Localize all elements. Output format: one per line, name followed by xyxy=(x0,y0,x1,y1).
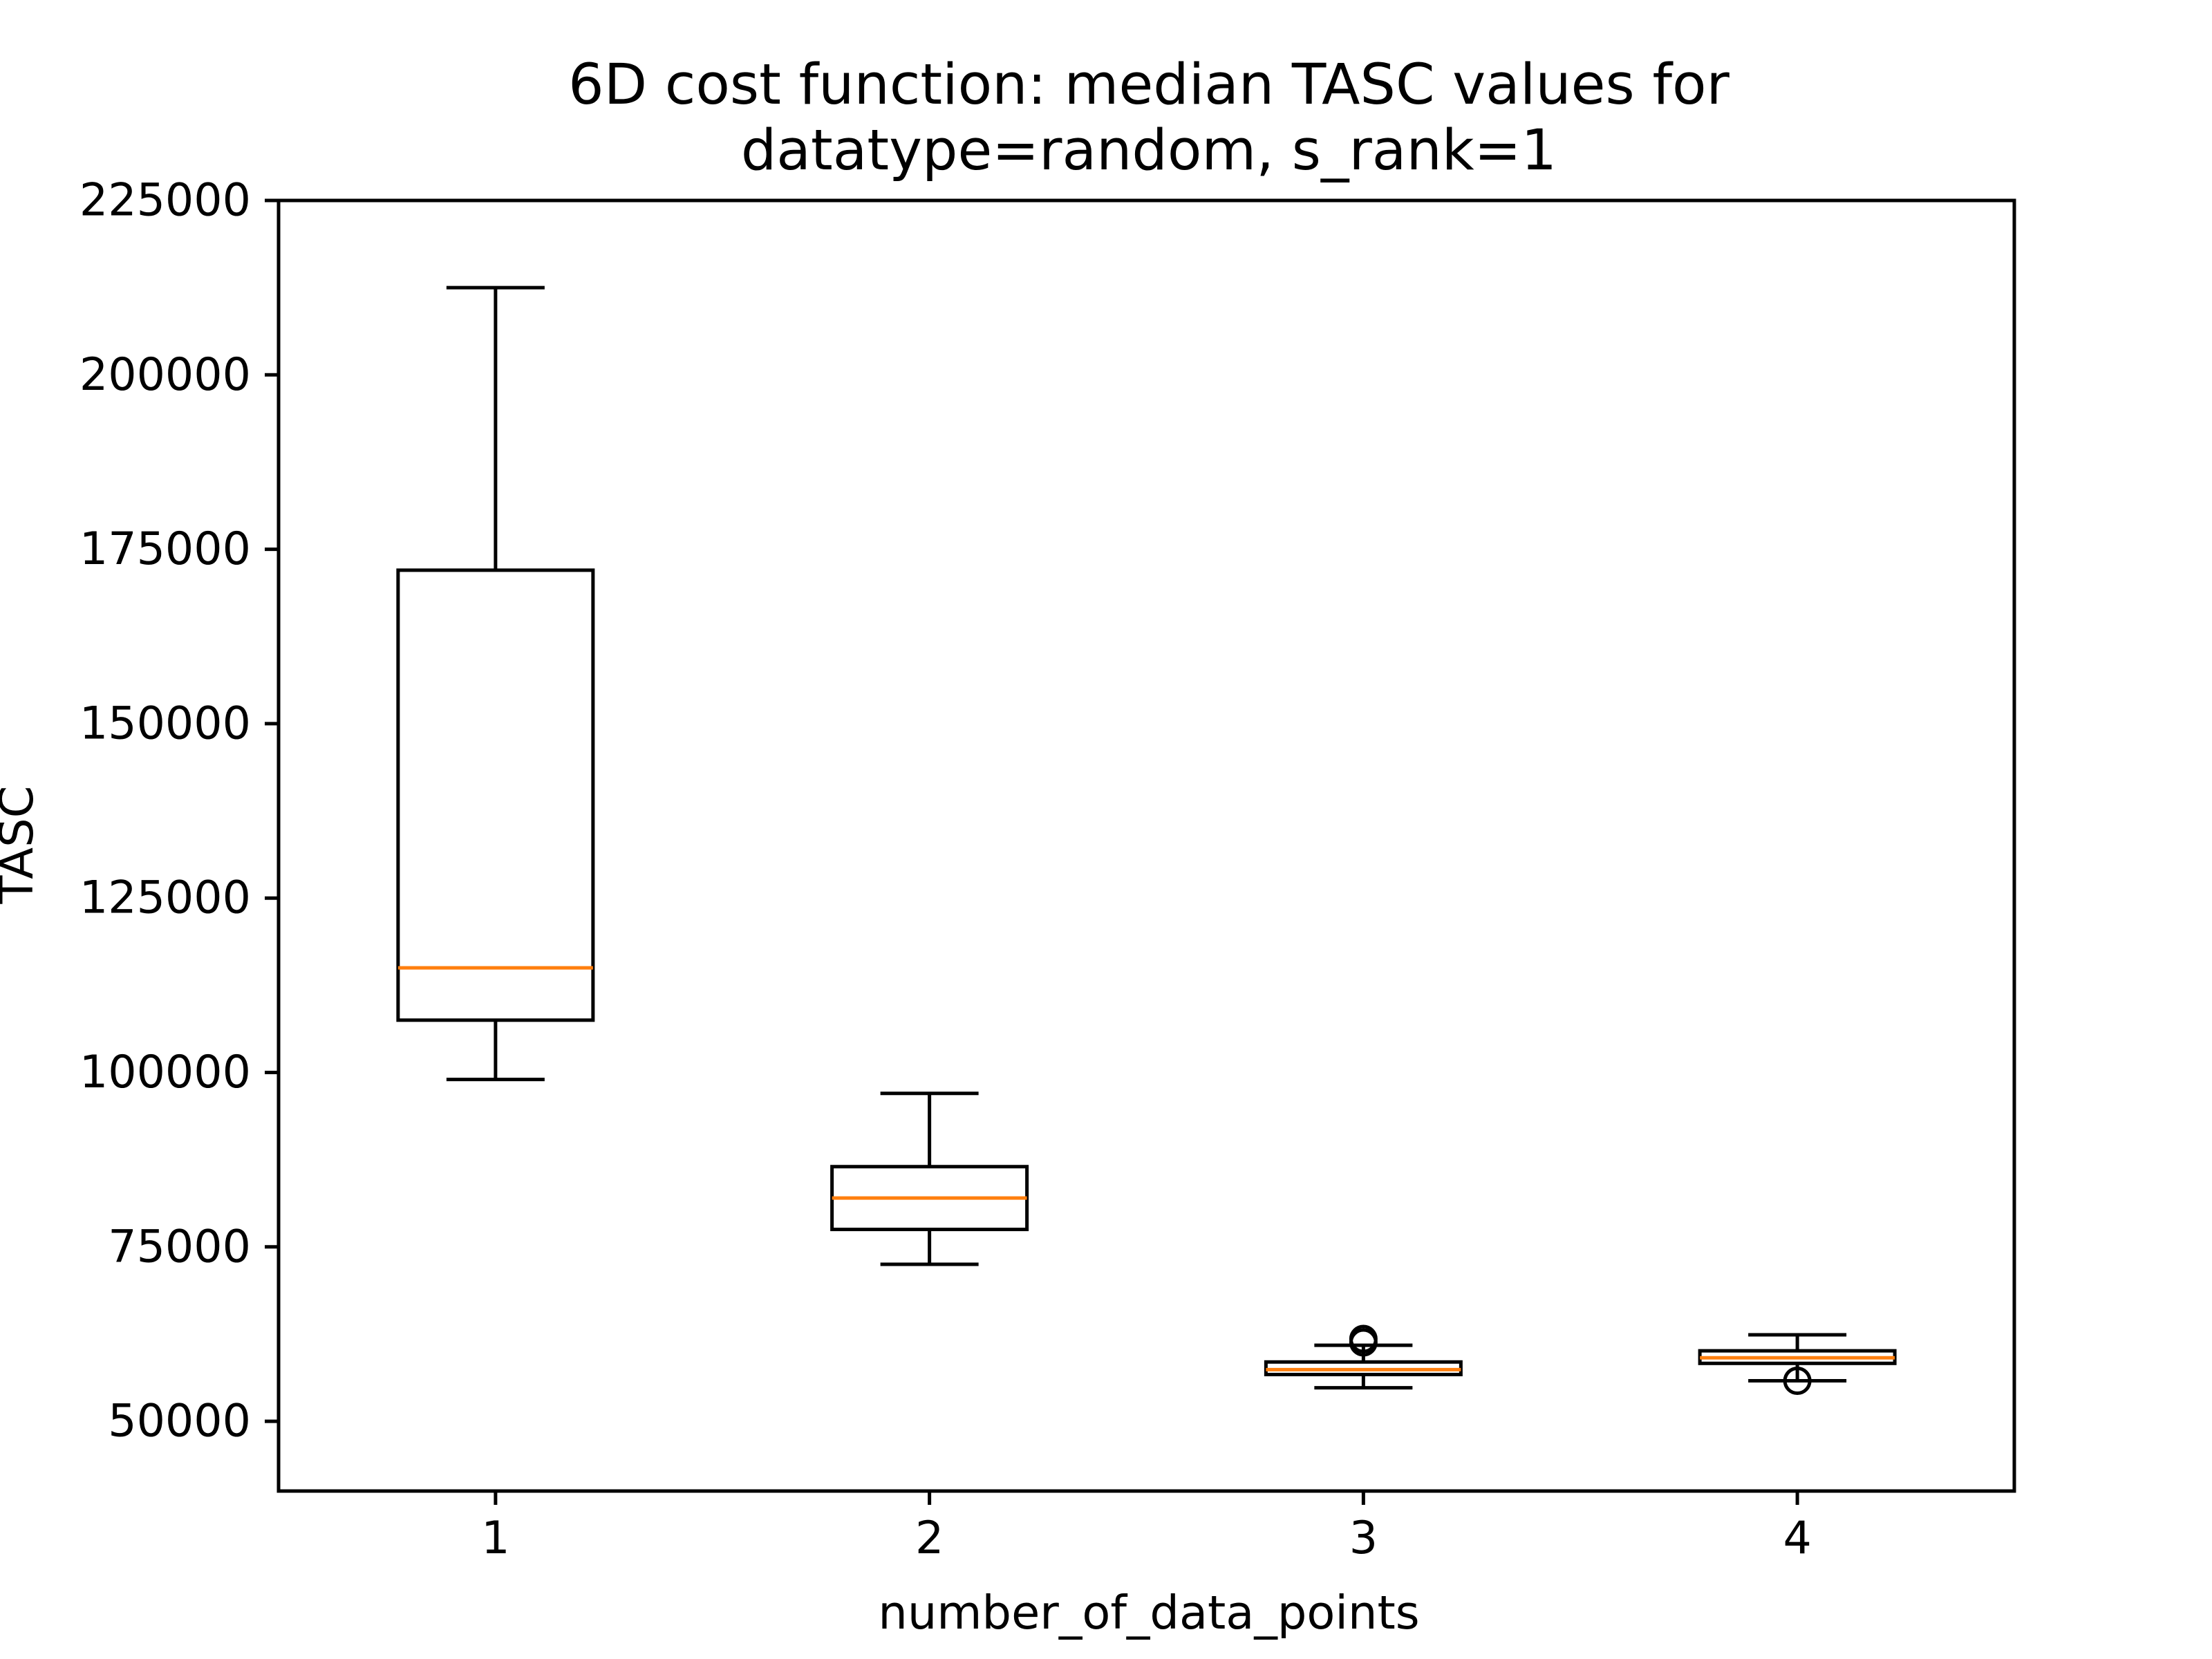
y-tick-label: 225000 xyxy=(79,175,251,227)
x-tick-label: 3 xyxy=(1349,1512,1378,1564)
y-tick-label: 125000 xyxy=(79,872,251,924)
outlier-point xyxy=(1349,1324,1378,1353)
axes-frame xyxy=(276,198,2016,1493)
y-tick-label: 175000 xyxy=(79,523,251,575)
outlier-point xyxy=(1783,1367,1812,1396)
x-tick-label: 2 xyxy=(915,1512,944,1564)
chart-title: 6D cost function: median TASC values for… xyxy=(568,53,1730,183)
y-tick-label: 150000 xyxy=(79,697,251,749)
y-axis-label: TASC xyxy=(0,786,44,905)
x-tick-label: 1 xyxy=(481,1512,509,1564)
y-tick-label: 200000 xyxy=(79,349,251,401)
y-tick-label: 50000 xyxy=(108,1396,251,1447)
x-tick-label: 4 xyxy=(1783,1512,1811,1564)
y-tick-label: 75000 xyxy=(108,1221,251,1273)
chart-title-line-2: datatype=random, s_rank=1 xyxy=(741,118,1557,183)
plot-area: 50000 75000 100000 125000 150000 175000 200000… xyxy=(79,175,2016,1564)
chart-title-line-1: 6D cost function: median TASC values for xyxy=(568,53,1730,118)
x-axis-label: number_of_data_points xyxy=(878,1586,1419,1640)
box-body xyxy=(396,568,595,1022)
y-tick-label: 100000 xyxy=(79,1047,251,1098)
